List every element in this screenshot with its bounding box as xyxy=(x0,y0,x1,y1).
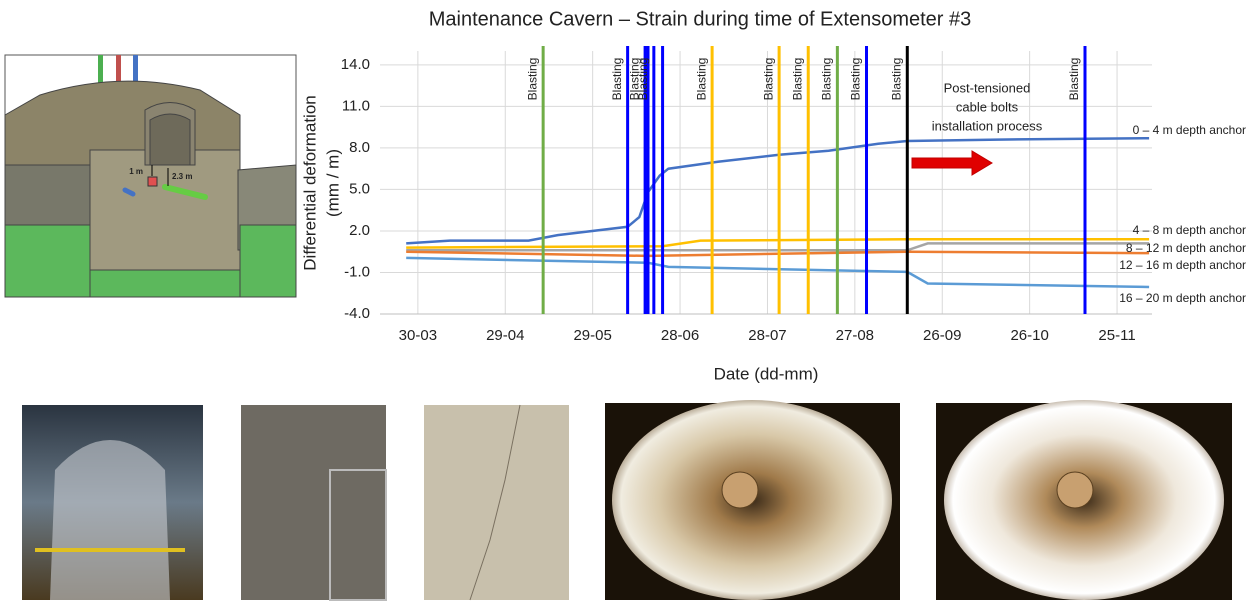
photo xyxy=(424,405,569,600)
legend-label: 12 – 16 m depth anchor xyxy=(1119,258,1246,272)
event-label: Blasting xyxy=(1067,58,1081,101)
event-label: Blasting xyxy=(761,58,775,101)
cavern-wall xyxy=(90,150,240,270)
y-tick-label: -1.0 xyxy=(344,263,370,280)
y-tick-label: 8.0 xyxy=(349,139,370,156)
event-label: Blasting xyxy=(889,58,903,101)
cavern-diagram: 1 m 2.3 m xyxy=(5,55,296,297)
event-label-group: Blasting xyxy=(525,58,539,101)
event-label-group: Blasting xyxy=(694,58,708,101)
figure: 1 m 2.3 m Maintenance Cavern – Strain du… xyxy=(0,0,1254,601)
tunnel-opening xyxy=(150,114,190,165)
event-label: Blasting xyxy=(694,58,708,101)
photo-detail xyxy=(50,440,170,600)
y-tick-label: 11.0 xyxy=(342,97,370,114)
x-tick-label: 29-05 xyxy=(573,327,611,344)
legend-label: 0 – 4 m depth anchor xyxy=(1133,123,1246,137)
photo-detail xyxy=(35,548,185,552)
diagram-label: 2.3 m xyxy=(172,172,192,181)
photo-detail xyxy=(722,472,758,508)
event-label-group: Blasting xyxy=(761,58,775,101)
annotation: installation process xyxy=(932,118,1043,133)
invert xyxy=(240,225,296,297)
event-label: Blasting xyxy=(636,58,650,101)
chart-title: Maintenance Cavern – Strain during time … xyxy=(429,8,972,30)
event-label: Blasting xyxy=(849,58,863,101)
event-label: Blasting xyxy=(790,58,804,101)
event-label-group: Blasting xyxy=(790,58,804,101)
y-tick-label: -4.0 xyxy=(344,305,370,322)
x-tick-label: 27-08 xyxy=(836,327,874,344)
event-label: Blasting xyxy=(525,58,539,101)
y-tick-label: 2.0 xyxy=(349,222,370,239)
y-tick-label: 14.0 xyxy=(341,56,370,73)
plot-area: -4.0 -1.0 2.0 5.0 8.0 11.0 14.0 30-03 29-04 29-05… xyxy=(341,46,1246,344)
event-label-group: Blasting xyxy=(610,58,624,101)
x-tick-label: 29-04 xyxy=(486,327,524,344)
photo-detail xyxy=(1057,472,1093,508)
event-label-group: Blasting xyxy=(849,58,863,101)
x-axis-label: Date (dd-mm) xyxy=(714,364,819,383)
diagram-label: 1 m xyxy=(129,167,143,176)
legend-label: 16 – 20 m depth anchor xyxy=(1119,291,1246,305)
event-label: Blasting xyxy=(610,58,624,101)
y-axis-label-line: (mm / m) xyxy=(323,149,342,217)
event-label-group: Blasting xyxy=(820,58,834,101)
x-tick-label: 28-07 xyxy=(748,327,786,344)
page: 1 m 2.3 m Maintenance Cavern – Strain du… xyxy=(0,0,1254,601)
invert xyxy=(5,225,90,297)
event-label-group: Blasting xyxy=(636,58,650,101)
arrow xyxy=(912,151,992,175)
legend-label: 8 – 12 m depth anchor xyxy=(1126,241,1246,255)
y-axis-label-line: Differential deformation xyxy=(300,95,319,270)
x-tick-label: 25-11 xyxy=(1098,327,1135,344)
annotation: cable bolts xyxy=(956,99,1019,114)
x-tick-label: 26-10 xyxy=(1010,327,1048,344)
y-tick-label: 5.0 xyxy=(349,180,370,197)
event-label-group: Blasting xyxy=(1067,58,1081,101)
y-axis-label: Differential deformation (mm / m) xyxy=(300,95,342,270)
x-tick-label: 28-06 xyxy=(661,327,699,344)
event-label: Blasting xyxy=(820,58,834,101)
legend-label: 4 – 8 m depth anchor xyxy=(1133,223,1246,237)
x-tick-label: 30-03 xyxy=(399,327,437,344)
annotation: Post-tensioned xyxy=(944,80,1031,95)
extensometer-head xyxy=(148,177,157,186)
event-label-group: Blasting xyxy=(889,58,903,101)
invert xyxy=(90,270,240,297)
photo xyxy=(241,405,386,600)
x-tick-label: 26-09 xyxy=(923,327,961,344)
photos xyxy=(22,400,1232,600)
